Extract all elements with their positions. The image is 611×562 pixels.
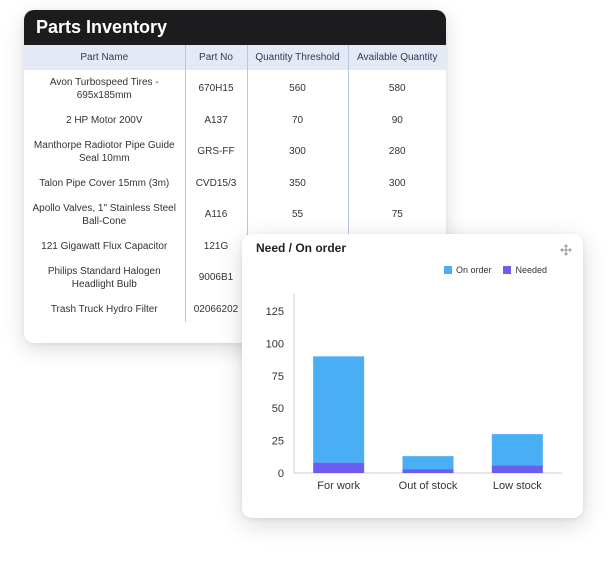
threshold-cell: 560 <box>246 70 348 107</box>
part-no-cell: A137 <box>184 107 247 133</box>
y-tick-label: 75 <box>272 371 284 383</box>
threshold-cell: 300 <box>246 133 348 170</box>
part-name-cell: 2 HP Motor 200V <box>65 114 143 126</box>
threshold-cell: 70 <box>246 107 348 133</box>
column-header-part-name[interactable]: Part Name <box>24 45 185 70</box>
legend-label-needed: Needed <box>515 265 547 275</box>
part-name-cell: Philips Standard Halogen Headlight Bulb <box>47 265 161 290</box>
part-name-cell: 121 Gigawatt Flux Capacitor <box>41 240 168 252</box>
column-header-part-no[interactable]: Part No <box>184 45 247 70</box>
available-cell: 90 <box>347 107 446 133</box>
bar-needed <box>313 462 365 473</box>
part-name-cell: Manthorpe Radiotor Pipe Guide Seal 10mm <box>33 139 175 164</box>
y-tick-label: 100 <box>266 338 284 350</box>
x-tick-label: Low stock <box>493 480 542 492</box>
available-cell: 300 <box>347 170 446 196</box>
part-no-cell: A116 <box>184 196 247 233</box>
part-no-cell: CVD15/3 <box>184 170 247 196</box>
bar-needed <box>402 469 454 473</box>
y-tick-label: 0 <box>278 468 284 480</box>
table-header-row: Part Name Part No Quantity Threshold Ava… <box>24 45 446 70</box>
part-no-cell: 670H15 <box>184 70 247 107</box>
bar-needed <box>491 465 543 473</box>
threshold-cell: 55 <box>246 196 348 233</box>
legend-label-on-order: On order <box>455 265 492 275</box>
table-row[interactable]: 2 HP Motor 200V A137 70 90 <box>24 107 446 133</box>
part-no-cell: GRS-FF <box>184 133 247 170</box>
available-cell: 580 <box>347 70 446 107</box>
x-tick-label: For work <box>317 480 360 492</box>
table-row[interactable]: Talon Pipe Cover 15mm (3m) CVD15/3 350 3… <box>24 170 446 196</box>
y-tick-label: 25 <box>272 436 284 448</box>
part-name-cell: Apollo Valves, 1" Stainless Steel Ball-C… <box>32 202 176 227</box>
table-row[interactable]: Avon Turbospeed Tires - 695x185mm 670H15… <box>24 70 446 107</box>
chart-legend: On order Needed <box>443 265 547 275</box>
bar-on-order <box>491 434 543 466</box>
bar-on-order <box>402 456 454 470</box>
available-cell: 280 <box>347 133 446 170</box>
move-arrows-icon[interactable] <box>560 244 572 256</box>
inventory-title: Parts Inventory <box>24 10 446 45</box>
legend-item-needed[interactable]: Needed <box>503 265 547 275</box>
table-row[interactable]: Manthorpe Radiotor Pipe Guide Seal 10mm … <box>24 133 446 170</box>
part-name-cell: Talon Pipe Cover 15mm (3m) <box>39 177 170 189</box>
column-header-threshold[interactable]: Quantity Threshold <box>246 45 348 70</box>
y-tick-label: 125 <box>266 306 284 318</box>
legend-swatch-on-order <box>443 266 452 274</box>
part-no-cell: 9006B1 <box>184 259 247 296</box>
threshold-cell: 350 <box>246 170 348 196</box>
available-cell: 75 <box>347 196 446 233</box>
legend-item-on-order[interactable]: On order <box>443 265 492 275</box>
stacked-bar-chart: 0 25 50 75 100 125 For work Out of stock Low sto… <box>266 294 562 492</box>
y-tick-label: 50 <box>272 403 284 415</box>
part-name-cell: Avon Turbospeed Tires - 695x185mm <box>49 76 159 101</box>
table-row[interactable]: Apollo Valves, 1" Stainless Steel Ball-C… <box>24 196 446 233</box>
part-name-cell: Trash Truck Hydro Filter <box>50 303 158 315</box>
legend-swatch-needed <box>503 266 512 274</box>
bar-on-order <box>313 356 365 463</box>
column-header-available[interactable]: Available Quantity <box>347 45 446 70</box>
part-no-cell: 121G <box>184 233 247 259</box>
x-tick-label: Out of stock <box>399 480 458 492</box>
part-no-cell: 02066202 <box>184 296 247 322</box>
need-on-order-chart-card: Need / On order On order Needed 0 25 50 75 1… <box>242 234 583 518</box>
chart-title: Need / On order <box>256 241 347 255</box>
